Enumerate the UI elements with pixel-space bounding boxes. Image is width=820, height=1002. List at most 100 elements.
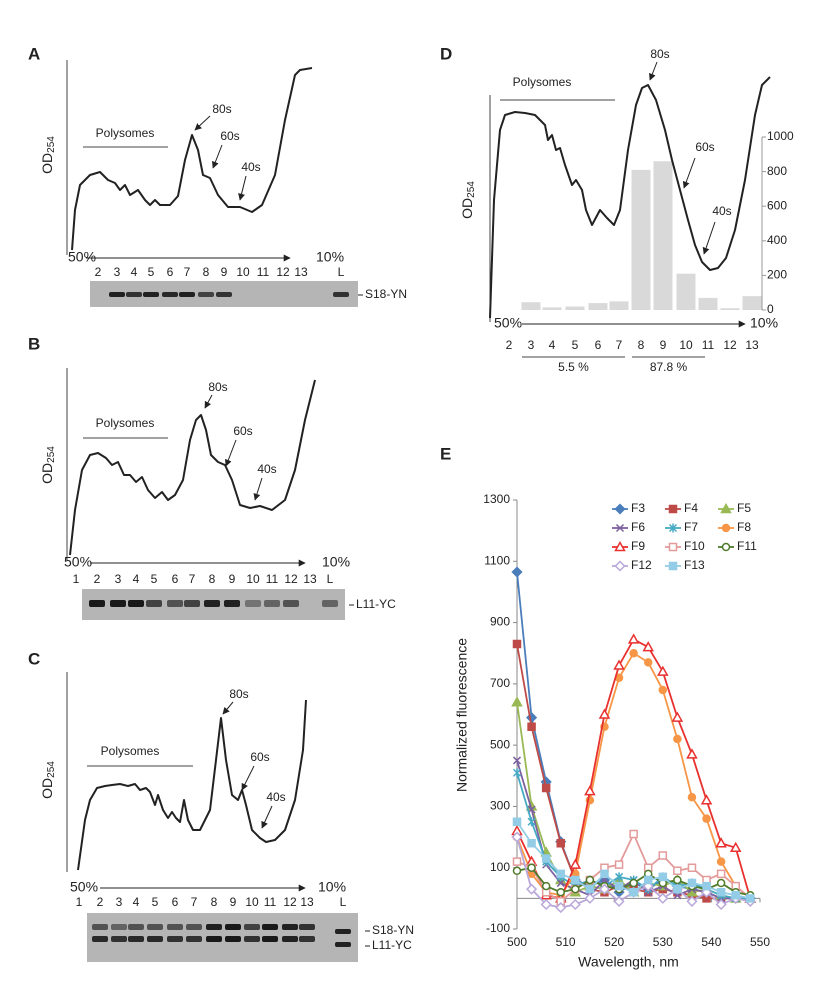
gel-band — [224, 600, 240, 607]
series-marker — [556, 838, 565, 848]
legend-label: F7 — [684, 520, 698, 534]
legend-label: F4 — [684, 501, 698, 515]
legend-label: F3 — [631, 501, 645, 515]
annotation: Polysomes — [101, 744, 160, 758]
fraction-label: 7 — [191, 895, 198, 909]
gel-band — [186, 936, 202, 942]
fraction-label: 8 — [203, 265, 210, 279]
x-tick-label: 520 — [604, 935, 624, 949]
y-axis-label: OD254 — [39, 761, 57, 799]
fraction-label: 13 — [300, 895, 314, 909]
gel-band — [262, 936, 278, 942]
y-axis-label-sub: 254 — [46, 446, 57, 463]
series-marker — [687, 792, 697, 802]
gel-band — [128, 600, 144, 607]
annotation-arrow — [194, 115, 211, 131]
fraction-label: 12 — [283, 895, 297, 909]
fraction-label: 3 — [116, 895, 123, 909]
annotation-arrow — [261, 805, 273, 829]
fraction-label: 7 — [184, 265, 191, 279]
fraction-label: 2 — [97, 895, 104, 909]
annotation: 80s — [212, 102, 231, 116]
annotation: 80s — [208, 380, 227, 394]
legend-label: F5 — [737, 501, 751, 515]
fraction-label: 5 — [572, 338, 579, 352]
series-marker — [716, 869, 726, 879]
gel-band — [244, 924, 260, 930]
bar — [742, 296, 762, 310]
fraction-label: 3 — [115, 572, 122, 586]
series-marker — [657, 892, 669, 904]
annotation: 60s — [695, 140, 714, 154]
gel-band — [216, 292, 232, 297]
legend-label: F9 — [631, 539, 645, 553]
series-marker — [512, 756, 522, 765]
bar — [542, 307, 562, 310]
y-axis-label-main: OD — [459, 198, 475, 219]
series-marker — [512, 857, 522, 866]
fraction-label: 9 — [221, 265, 228, 279]
fraction-label: 10 — [236, 265, 250, 279]
series-marker — [613, 895, 625, 907]
series-marker — [729, 841, 742, 853]
panel-letter: D — [440, 44, 452, 63]
fraction-label: 10 — [246, 572, 260, 586]
series-marker — [527, 838, 536, 848]
x-tick-label: 510 — [556, 935, 576, 949]
series-marker — [584, 785, 596, 796]
gel-blot — [87, 913, 358, 962]
series-marker — [716, 887, 726, 897]
fraction-label: 13 — [745, 338, 759, 352]
annotation: 80s — [229, 687, 248, 701]
annotation: 40s — [241, 160, 260, 174]
od-profile — [69, 379, 316, 556]
gel-band — [110, 600, 126, 607]
series-marker — [642, 641, 655, 652]
gel-band — [335, 942, 351, 947]
legend-label: F6 — [631, 520, 645, 534]
gel-band — [244, 936, 260, 942]
fraction-label: 4 — [549, 338, 556, 352]
annotation: Polysomes — [96, 126, 155, 140]
fraction-label: 2 — [95, 265, 102, 279]
bar — [631, 169, 651, 310]
annotation-arrow — [702, 221, 716, 255]
legend-marker — [668, 561, 678, 571]
panel-letter: E — [440, 444, 451, 463]
gel-band — [109, 292, 125, 297]
y2-tick-label: 600 — [767, 198, 787, 212]
y-tick-label: 900 — [490, 615, 510, 629]
series-marker — [540, 898, 552, 911]
series-marker — [571, 875, 580, 885]
series-line — [516, 638, 752, 900]
gradient-end: 10% — [316, 249, 344, 265]
annotation-arrow — [253, 477, 263, 501]
series-marker — [673, 866, 682, 876]
fraction-label: 9 — [660, 338, 667, 352]
gel-band — [126, 292, 142, 297]
y2-tick-label: 400 — [767, 233, 787, 247]
series-marker — [615, 872, 624, 882]
gel-band — [143, 292, 159, 297]
gradient-end: 10% — [750, 315, 778, 331]
series-marker — [716, 878, 726, 888]
annotation-arrow — [682, 157, 696, 189]
fraction-label: 11 — [702, 338, 715, 352]
series-marker — [526, 883, 538, 895]
gel-band — [198, 292, 214, 297]
series-marker — [613, 659, 625, 670]
series-marker — [512, 866, 522, 876]
od-profile — [77, 699, 307, 871]
series-marker — [687, 878, 697, 888]
series-marker — [627, 633, 640, 644]
series-marker — [658, 872, 668, 882]
fraction-label: 12 — [276, 265, 290, 279]
series-line — [516, 643, 751, 900]
gel-band — [264, 600, 280, 607]
legend-marker — [720, 502, 732, 514]
y-tick-label: 700 — [490, 676, 510, 690]
od-profile — [489, 76, 771, 319]
y-axis-label: OD254 — [459, 181, 477, 219]
annotation: 80s — [650, 47, 669, 61]
series-marker — [585, 875, 595, 885]
